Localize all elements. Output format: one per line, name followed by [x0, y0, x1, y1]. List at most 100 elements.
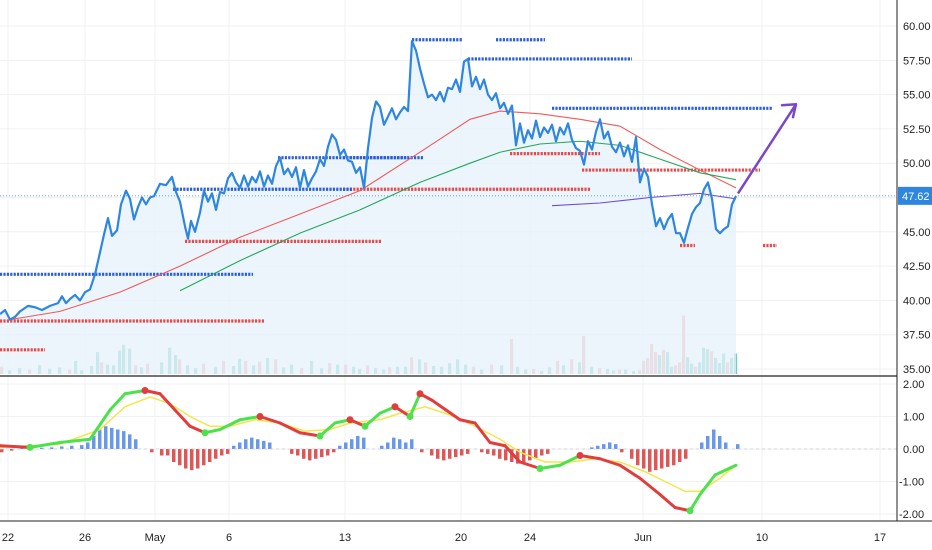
histogram-bar	[678, 449, 682, 462]
histogram-bar	[20, 448, 24, 449]
crossover-dot	[536, 465, 544, 472]
oscillator-fast-line-segment	[173, 408, 192, 428]
histogram-bar	[620, 449, 624, 453]
crossover-dot	[256, 413, 264, 420]
histogram-bar	[202, 449, 206, 466]
histogram-bar	[122, 431, 126, 449]
crossover-dot	[576, 452, 584, 459]
histogram-bar	[420, 449, 424, 453]
histogram-bar	[630, 449, 634, 459]
histogram-bar	[516, 449, 520, 464]
histogram-bar	[314, 449, 318, 459]
histogram-bar	[262, 440, 266, 449]
oscillator-fast-line-segment	[28, 441, 62, 449]
histogram-bar	[178, 449, 182, 466]
crossover-dot	[316, 432, 324, 440]
histogram-bar	[344, 442, 348, 449]
histogram-bar	[602, 444, 606, 449]
histogram-bar	[404, 442, 408, 449]
oscillator-y-tick-label: 0.00	[903, 444, 924, 456]
histogram-bar	[380, 445, 384, 449]
price-line	[0, 39, 737, 321]
histogram-bar	[332, 449, 336, 453]
crossover-dot	[201, 429, 209, 437]
y-tick-label: 40.00	[903, 295, 931, 307]
oscillator-fast-line-segment	[658, 493, 677, 509]
histogram-bar	[642, 449, 646, 469]
last-price-label: 47.62	[902, 191, 930, 203]
oscillator-fast-line-segment	[430, 398, 448, 412]
histogram-bar	[534, 449, 538, 459]
histogram-bar	[302, 449, 306, 459]
histogram-bar	[160, 449, 164, 456]
histogram-bar	[362, 437, 366, 449]
histogram-bar	[736, 444, 740, 449]
y-tick-label: 45.00	[903, 227, 931, 239]
oscillator-fast-line-segment	[108, 392, 127, 412]
oscillator-fast-line-segment	[618, 463, 642, 480]
histogram-bar	[498, 449, 502, 459]
histogram-bar	[528, 449, 532, 461]
crossover-dot	[391, 403, 399, 411]
histogram-bar	[116, 429, 120, 449]
histogram-bar	[614, 444, 618, 449]
projection-arrow	[736, 103, 798, 195]
x-tick-label: 6	[226, 532, 232, 544]
histogram-bar	[700, 442, 704, 449]
histogram-bar	[492, 449, 496, 456]
histogram-bar	[226, 449, 230, 454]
histogram-bar	[104, 426, 108, 449]
y-tick-label: 37.50	[903, 330, 931, 342]
oscillator-fast-line-segment	[598, 457, 622, 467]
oscillator-fast-line-segment	[698, 473, 717, 496]
oscillator-fast-line-segment	[518, 460, 542, 470]
histogram-bar	[672, 449, 676, 466]
histogram-bar	[684, 449, 688, 459]
last-price-badge	[898, 186, 932, 205]
histogram-bar	[196, 449, 200, 469]
histogram-bar	[232, 445, 236, 449]
histogram-bar	[150, 449, 154, 453]
histogram-bar	[648, 449, 652, 472]
histogram-bar	[546, 449, 550, 454]
y-tick-label: 50.00	[903, 158, 931, 170]
oscillator-y-tick-label: -1.00	[899, 477, 924, 489]
histogram-bar	[98, 429, 102, 449]
histogram-bar	[166, 449, 170, 456]
oscillator-y-tick-label: 2.00	[903, 379, 924, 391]
y-tick-label: 42.50	[903, 261, 931, 273]
y-tick-label: 60.00	[903, 21, 931, 33]
histogram-bar	[250, 437, 254, 449]
histogram-bar	[480, 449, 484, 453]
oscillator-fast-line-segment	[488, 441, 507, 448]
histogram-bar	[80, 445, 84, 449]
oscillator-fast-line-segment	[88, 408, 112, 441]
x-tick-label: 20	[455, 532, 467, 544]
y-tick-label: 35.00	[903, 364, 931, 376]
oscillator-fast-line-segment	[558, 454, 582, 467]
oscillator-fast-line-segment	[158, 392, 177, 412]
oscillator-y-tick-label: -2.00	[899, 509, 924, 521]
histogram-bar	[208, 449, 212, 462]
histogram-bar	[92, 436, 96, 449]
histogram-bar	[128, 434, 132, 449]
x-tick-label: 24	[524, 532, 536, 544]
histogram-bar	[184, 449, 188, 469]
histogram-bar	[326, 449, 330, 456]
histogram-bar	[296, 449, 300, 456]
x-tick-label: 10	[756, 532, 768, 544]
histogram-bar	[666, 449, 670, 467]
oscillator-fast-line-segment	[473, 421, 492, 444]
y-tick-label: 55.00	[903, 90, 931, 102]
histogram-bar	[386, 442, 390, 449]
histogram-bar	[320, 449, 324, 458]
crossover-dot	[141, 387, 149, 394]
crossover-dot	[346, 416, 354, 424]
x-tick-label: 17	[874, 532, 886, 544]
histogram-bar	[172, 449, 176, 462]
crossover-dot	[26, 443, 34, 451]
oscillator-fast-line-segment	[258, 415, 282, 425]
